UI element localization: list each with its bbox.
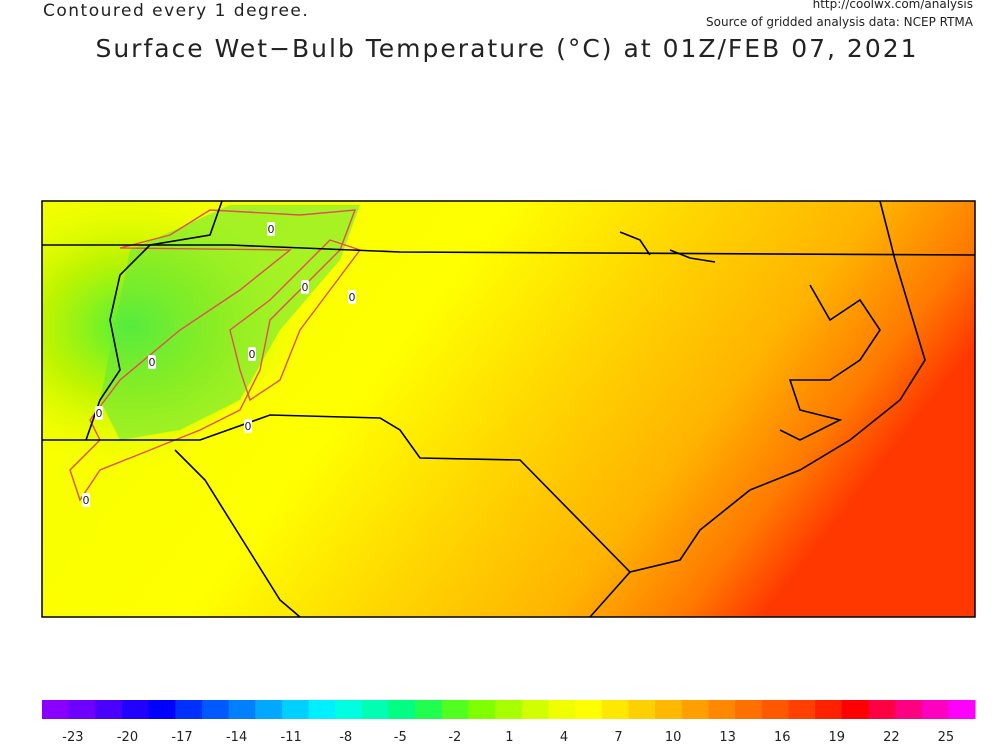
contour-label: 0	[149, 356, 156, 369]
colorbar-swatch	[521, 700, 549, 719]
data-source: Source of gridded analysis data: NCEP RT…	[706, 15, 974, 29]
colorbar-tick-label: 25	[938, 730, 955, 745]
contour-note: Contoured every 1 degree.	[43, 1, 309, 21]
colorbar-swatch	[281, 700, 310, 719]
colorbar-swatch	[361, 700, 390, 719]
zero-contour	[229, 239, 362, 402]
contour-label-box	[148, 355, 156, 369]
state-border	[174, 449, 301, 618]
map-frame	[41, 200, 976, 618]
colorbar-swatch	[921, 700, 949, 719]
colorbar-swatch	[575, 700, 603, 719]
colorbar-swatch	[148, 700, 176, 719]
colorbar-tick-label: -23	[62, 730, 83, 745]
contour-label-box	[348, 290, 356, 304]
colorbar-tick-label: -14	[226, 730, 247, 745]
colorbar-swatch	[655, 700, 683, 719]
contour-label: 0	[245, 420, 252, 433]
colorbar-tick-label: -11	[281, 730, 302, 745]
colorbar-swatch	[42, 700, 70, 719]
colorbar-swatch	[548, 700, 576, 719]
state-border	[85, 200, 223, 441]
colorbar-tick-label: -17	[171, 730, 192, 745]
sound-shoreline	[779, 284, 881, 441]
colorbar-tick-label: 1	[505, 730, 513, 745]
colorbar: -23 -20 -17 -14 -11 -8 -5 -2 1 4 7 10 13 16 19 22 25	[42, 700, 976, 745]
contour-label-box	[301, 280, 309, 294]
colorbar-swatch	[175, 700, 203, 719]
colorbar-tick-label: -20	[117, 730, 138, 745]
colorbar-swatch	[121, 700, 150, 719]
colorbar-tick-label: 4	[560, 730, 568, 745]
colorbar-swatch	[68, 700, 96, 719]
contour-labels: 0 0 0 0 0 0 0 0	[82, 222, 356, 507]
contour-label-box	[244, 419, 252, 433]
colorbar-swatch	[628, 700, 656, 719]
colorbar-swatch	[335, 700, 363, 719]
colorbar-swatch	[441, 700, 470, 719]
colorbar-tick-label: 13	[719, 730, 736, 745]
colorbar-swatch	[601, 700, 629, 719]
colorbar-swatch	[788, 700, 816, 719]
map: 0 0 0 0 0 0 0 0	[41, 200, 976, 618]
state-border	[42, 244, 976, 256]
colorbar-swatch	[708, 700, 736, 719]
colorbar-swatch	[841, 700, 869, 719]
contour-label-box	[267, 222, 275, 236]
contour-label: 0	[302, 281, 309, 294]
contour-label: 0	[96, 407, 103, 420]
map-title: Surface Wet−Bulb Temperature (°C) at 01Z…	[95, 34, 918, 63]
colorbar-swatch	[228, 700, 256, 719]
source-url: http://coolwx.com/analysis	[813, 0, 973, 11]
colorbar-swatch	[95, 700, 123, 719]
colorbar-tick-label: 19	[829, 730, 846, 745]
colorbar-tick-label: -5	[394, 730, 407, 745]
colorbar-tick-label: 10	[665, 730, 682, 745]
colorbar-tick-label: 7	[614, 730, 622, 745]
contour-label-box	[82, 493, 90, 507]
colorbar-swatch	[388, 700, 416, 719]
contour-label: 0	[249, 348, 256, 361]
cold-core	[100, 205, 360, 440]
contour-label: 0	[349, 291, 356, 304]
shoreline	[619, 231, 716, 263]
colorbar-swatch	[815, 700, 843, 719]
colorbar-swatch	[735, 700, 763, 719]
colorbar-swatch	[761, 700, 789, 719]
colorbar-swatch	[308, 700, 336, 719]
colorbar-swatch	[681, 700, 709, 719]
colorbar-swatch	[415, 700, 443, 719]
colorbar-tick-label: -2	[448, 730, 461, 745]
colorbar-tick-label: 22	[883, 730, 900, 745]
colorbar-tick-label: 16	[774, 730, 791, 745]
contour-label-box	[95, 406, 103, 420]
colorbar-swatch	[255, 700, 283, 719]
colorbar-swatch	[468, 700, 496, 719]
contour-label: 0	[83, 494, 90, 507]
colorbar-swatch	[895, 700, 923, 719]
contour-label-box	[248, 347, 256, 361]
colorbar-swatch	[948, 700, 976, 719]
state-border	[42, 414, 632, 618]
colorbar-swatch	[201, 700, 230, 719]
colorbar-tick-label: -8	[339, 730, 352, 745]
colorbar-swatch	[495, 700, 523, 719]
coastline	[629, 200, 926, 573]
colorbar-swatch	[868, 700, 896, 719]
contour-label: 0	[268, 223, 275, 236]
